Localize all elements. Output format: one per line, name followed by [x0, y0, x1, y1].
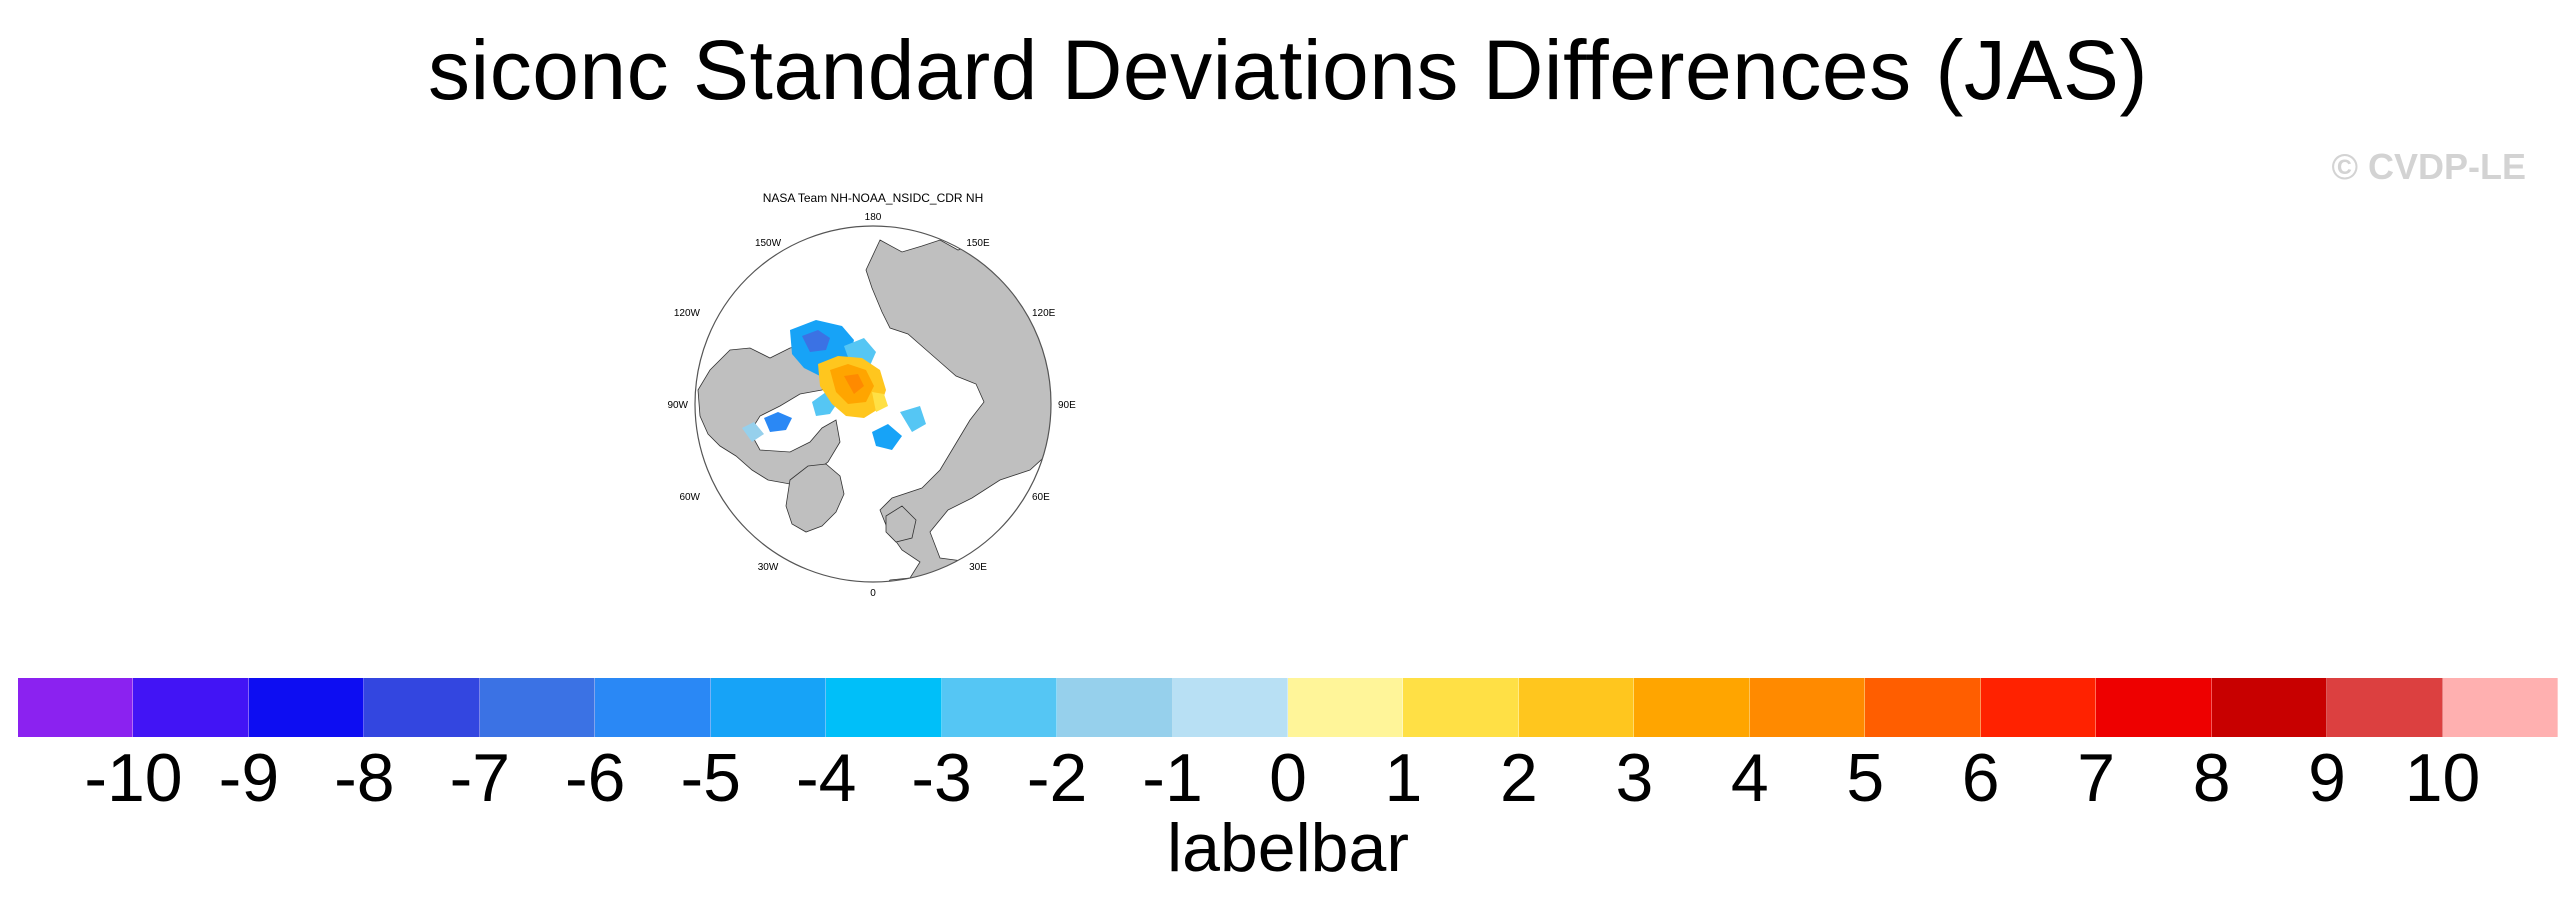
colorbar-tick-label: -2 — [1026, 740, 1088, 816]
colorbar-box — [595, 678, 711, 737]
land-north-america — [697, 343, 845, 485]
map-boundary — [694, 225, 1052, 583]
colorbar-tick-label: -7 — [449, 740, 511, 816]
colorbar-box — [2442, 678, 2558, 737]
lon-label-0: 0 — [870, 588, 876, 599]
colorbar-tick-labels: -10 -9 -8 -7 -6 -5 -4 -3 -2 -1 0 1 2 3 4 5 6 7 8 9 10 — [0, 738, 2576, 818]
colorbar-tick-label: 7 — [2077, 740, 2116, 816]
colorbar-tick-label: -4 — [795, 740, 857, 816]
colorbar-box — [1865, 678, 1981, 737]
colorbar-tick-label: 4 — [1730, 740, 1769, 816]
colorbar-tick-label: -9 — [218, 740, 280, 816]
polar-map-panel: NASA Team NH-NOAA_NSIDC_CDR NH — [640, 180, 1120, 610]
lon-label-90e: 90E — [1058, 400, 1076, 411]
colorbar-box — [2211, 678, 2328, 737]
colorbar-tick-label: -3 — [911, 740, 972, 816]
watermark: © CVDP-LE — [2331, 146, 2526, 187]
colorbar-tick-label: 3 — [1615, 740, 1654, 816]
colorbar-box — [18, 678, 134, 737]
land-europe — [885, 505, 917, 543]
colorbar-box — [941, 678, 1058, 737]
colorbar-box — [364, 678, 480, 737]
longitude-labels: 180 150W 150E 120W 120E 90W 90E 60W 60E … — [667, 212, 1076, 599]
colorbar-box — [2096, 678, 2212, 737]
colorbar-tick-label: 2 — [1499, 740, 1538, 816]
map-subtitle: NASA Team NH-NOAA_NSIDC_CDR NH — [763, 191, 984, 205]
page-title: siconc Standard Deviations Differences (… — [428, 23, 2148, 117]
colorbar-tick-label: -1 — [1142, 740, 1203, 816]
lon-label-60w: 60W — [679, 492, 700, 503]
colorbar-tick-label: -6 — [565, 740, 626, 816]
colorbar-tick-label: 1 — [1384, 740, 1423, 816]
colorbar-box — [133, 678, 249, 737]
colorbar-box — [1057, 678, 1173, 737]
colorbar-tick-label: -8 — [334, 740, 395, 816]
colorbar-box — [1749, 678, 1866, 737]
sea-ice-positive-anomalies — [818, 356, 888, 418]
colorbar-box — [1980, 678, 2097, 737]
lon-label-30e: 30E — [969, 562, 987, 573]
colorbar-tick-label: 10 — [2404, 740, 2481, 816]
lon-label-90w: 90W — [667, 400, 688, 411]
colorbar-tick-label: 5 — [1846, 740, 1885, 816]
colorbar-tick-label: 0 — [1269, 740, 1307, 816]
colorbar-box — [1634, 678, 1750, 737]
lon-label-150w: 150W — [755, 238, 782, 249]
lon-label-120e: 120E — [1032, 308, 1056, 319]
lon-label-120w: 120W — [674, 308, 701, 319]
lon-label-60e: 60E — [1032, 492, 1050, 503]
lon-label-150e: 150E — [966, 238, 990, 249]
colorbar-tick-label: -5 — [680, 740, 741, 816]
colorbar-box — [1287, 678, 1404, 737]
colorbar-box — [826, 678, 942, 737]
lon-label-180: 180 — [865, 212, 882, 223]
colorbar-box — [2327, 678, 2443, 737]
land-greenland — [785, 463, 845, 533]
polar-map: NASA Team NH-NOAA_NSIDC_CDR NH — [667, 191, 1076, 599]
colorbar-tick-label: 8 — [2192, 740, 2231, 816]
lon-label-30w: 30W — [758, 562, 779, 573]
colorbar-box — [1403, 678, 1519, 737]
colorbar-tick-label: 9 — [2308, 740, 2346, 816]
colorbar-box — [1518, 678, 1635, 737]
colorbar-box — [248, 678, 365, 737]
colorbar-box — [1172, 678, 1288, 737]
map-disk — [695, 226, 1051, 582]
colorbar-title: labelbar — [1167, 810, 1409, 886]
colorbar-box — [710, 678, 827, 737]
colorbar-tick-label: 6 — [1961, 740, 2000, 816]
colorbar — [18, 678, 2558, 737]
colorbar-box — [479, 678, 596, 737]
colorbar-tick-label: -10 — [84, 740, 183, 816]
